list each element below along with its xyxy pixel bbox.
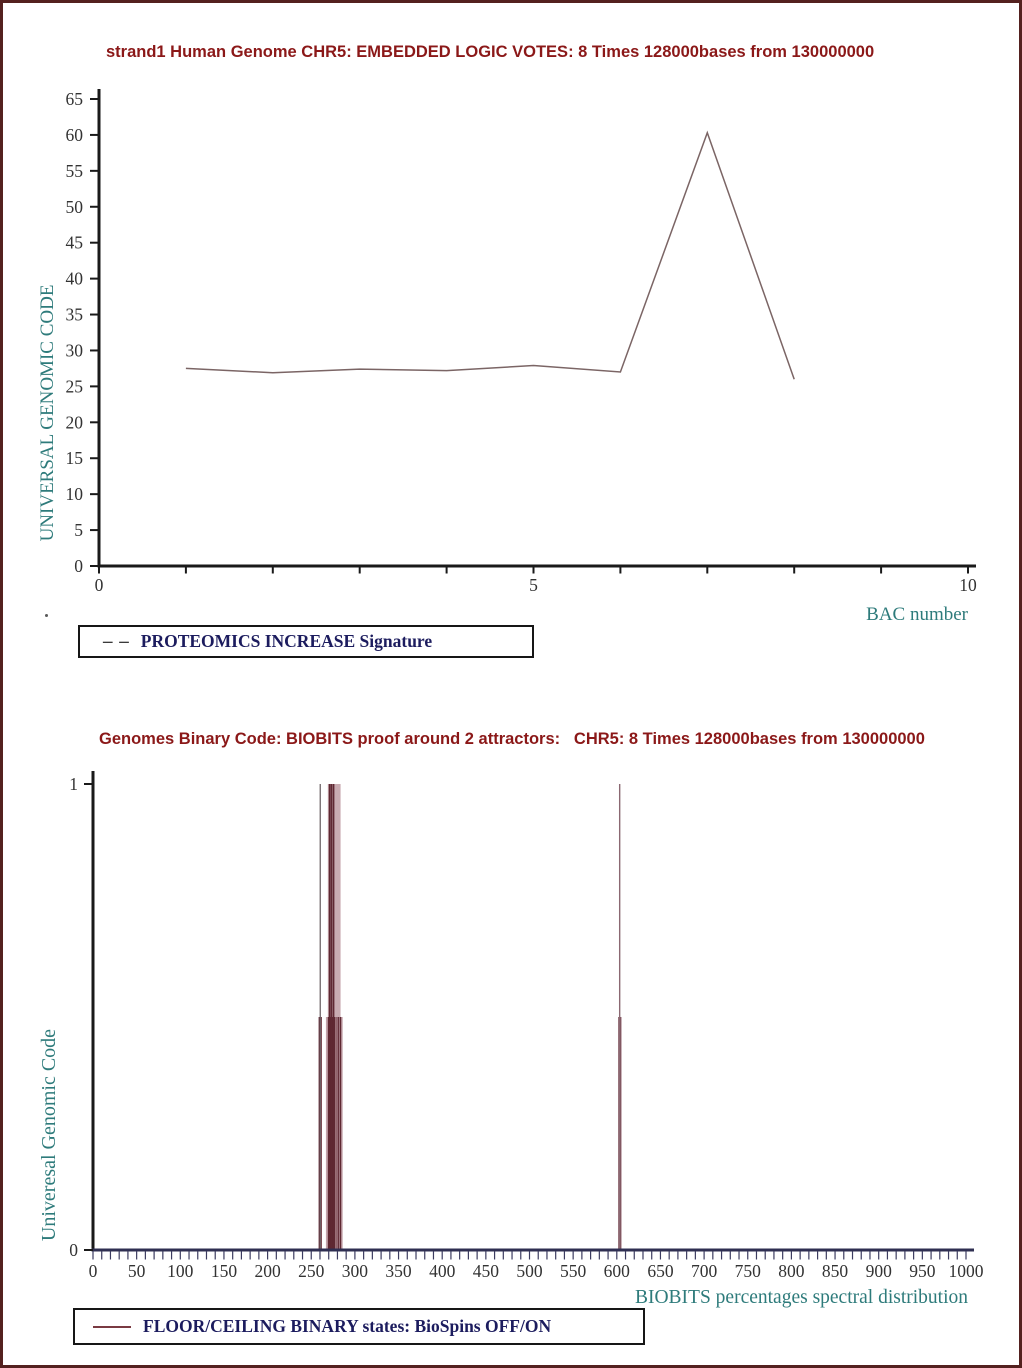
chart1-data-line [185, 130, 795, 380]
chart2-x-tick-label: 950 [909, 1261, 936, 1281]
chart2-x-tick-label: 900 [866, 1261, 893, 1281]
chart1-legend: – – PROTEOMICS INCREASE Signature [78, 625, 534, 658]
chart1-legend-label: PROTEOMICS INCREASE Signature [140, 631, 433, 651]
chart1-y-tick-label: 25 [66, 376, 84, 396]
chart1-y-tick-label: 20 [66, 412, 84, 432]
chart1-y-tick-label: 10 [66, 484, 84, 504]
chart1-y-tick-label: 5 [74, 520, 83, 540]
chart2-x-tick-label: 150 [211, 1261, 238, 1281]
stray-dot [45, 614, 48, 617]
chart2-x-tick-label: 100 [167, 1261, 194, 1281]
chart2-x-tick-label: 450 [473, 1261, 500, 1281]
solid-line-marker [93, 1325, 131, 1328]
chart1-y-tick-label: 0 [74, 556, 83, 576]
chart1-x-tick-label: 10 [959, 575, 977, 595]
chart2-x-tick-label: 200 [254, 1261, 281, 1281]
chart2-y-tick-label: 0 [69, 1240, 78, 1260]
chart2-x-tick-label: 600 [604, 1261, 631, 1281]
chart2-x-tick-label: 0 [89, 1261, 98, 1281]
chart1-y-tick-label: 45 [66, 233, 84, 253]
chart2-x-tick-label: 350 [385, 1261, 412, 1281]
chart2-x-tick-label: 300 [342, 1261, 369, 1281]
chart1-y-tick-label: 40 [66, 269, 84, 289]
chart2-x-tick-label: 800 [778, 1261, 805, 1281]
chart1-x-tick-label: 5 [529, 575, 538, 595]
chart1-x-tick-label: 0 [95, 575, 104, 595]
chart2-legend: FLOOR/CEILING BINARY states: BioSpins OF… [73, 1308, 645, 1345]
chart2-x-tick-label: 750 [735, 1261, 762, 1281]
chart1-y-tick-label: 35 [66, 305, 84, 325]
chart1-y-tick-label: 55 [66, 161, 84, 181]
dashed-line-marker: – – [103, 630, 130, 652]
chart2-x-tick-label: 1000 [949, 1261, 984, 1281]
chart2-legend-label: FLOOR/CEILING BINARY states: BioSpins OF… [143, 1316, 552, 1336]
chart2-x-axis-label: BIOBITS percentages spectral distributio… [634, 1287, 968, 1308]
chart2-x-tick-label: 400 [429, 1261, 456, 1281]
chart1-y-axis-label: UNIVERSAL GENOMIC CODE [37, 284, 58, 542]
chart1-y-tick-label: 65 [66, 89, 84, 109]
chart1-y-tick-label: 15 [66, 448, 84, 468]
chart1-y-tick-label: 30 [66, 340, 84, 360]
chart2-x-tick-label: 700 [691, 1261, 718, 1281]
chart1-x-axis-label: BAC number [866, 604, 968, 625]
chart2-y-axis-label: Univeresal Genomic Code [38, 1028, 60, 1242]
chart2-x-tick-label: 500 [516, 1261, 543, 1281]
chart2-title: Genomes Binary Code: BIOBITS proof aroun… [99, 730, 925, 748]
chart2-x-tick-label: 850 [822, 1261, 849, 1281]
chart1-y-tick-label: 50 [66, 197, 84, 217]
chart2-x-tick-label: 550 [560, 1261, 587, 1281]
chart2-y-tick-label: 1 [69, 774, 78, 794]
chart1-y-tick-label: 60 [66, 125, 84, 145]
chart2-x-tick-label: 250 [298, 1261, 325, 1281]
chart2-x-tick-label: 50 [128, 1261, 146, 1281]
chart2-x-tick-label: 650 [647, 1261, 674, 1281]
chart1-title: strand1 Human Genome CHR5: EMBEDDED LOGI… [106, 43, 875, 61]
